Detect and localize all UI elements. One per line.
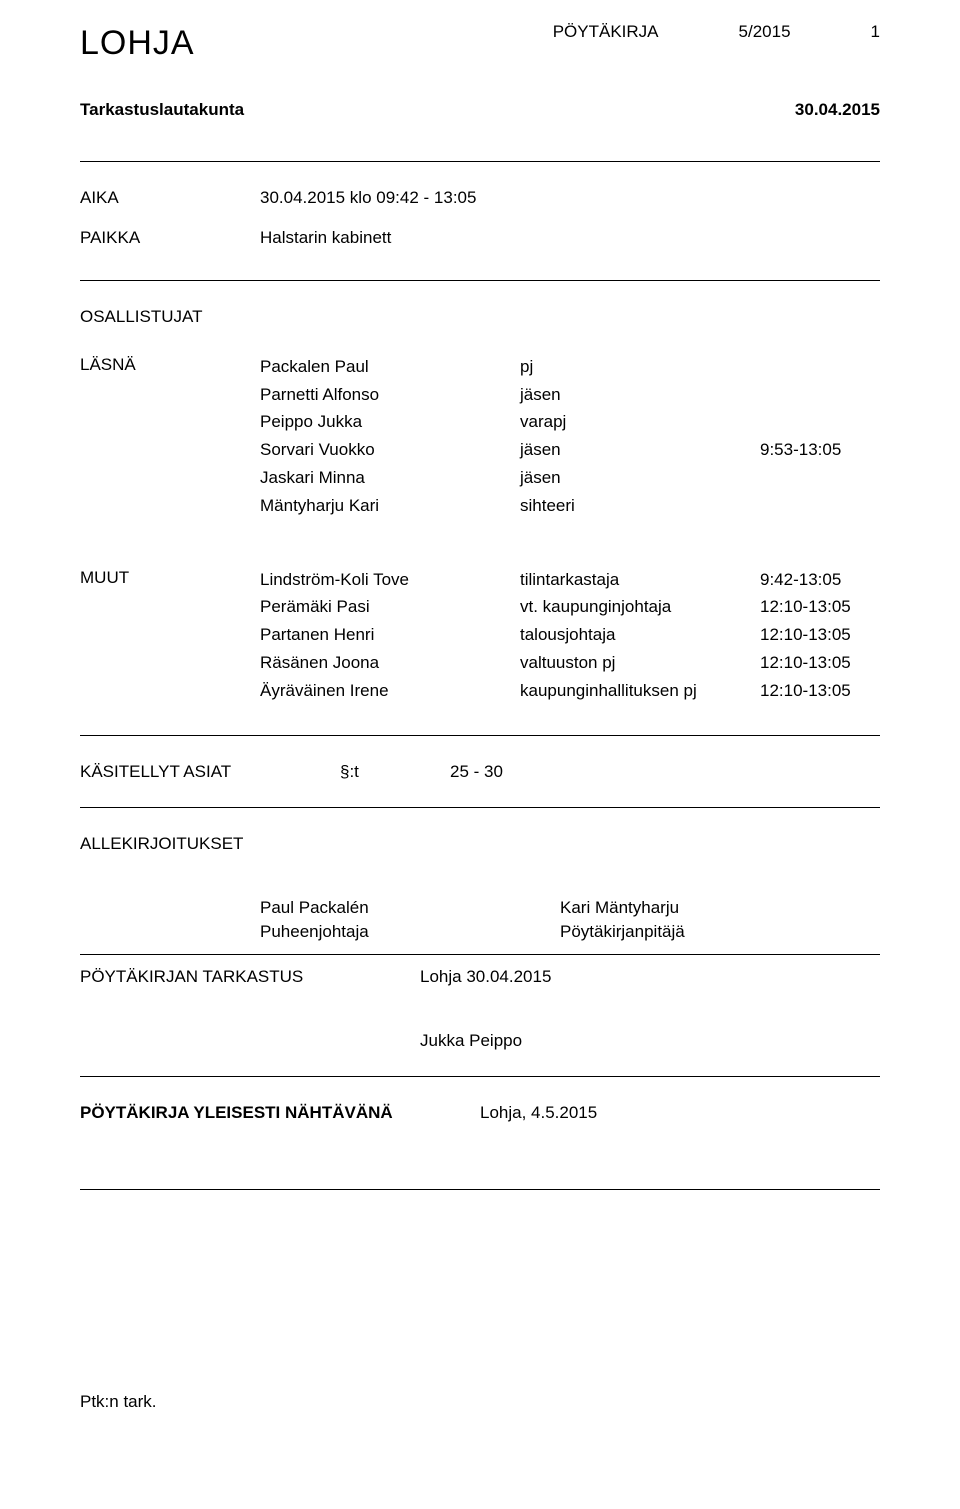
attendee-role: jäsen [520,381,760,409]
muut-table: Lindström-Koli Tove tilintarkastaja 9:42… [260,566,880,705]
kasitellyt-range: 25 - 30 [450,760,503,784]
lasna-table: Packalen Paul pj Parnetti Alfonso jäsen … [260,353,880,520]
attendee-row: Räsänen Joona valtuuston pj 12:10-13:05 [260,649,880,677]
attendee-name: Perämäki Pasi [260,593,520,621]
attendee-role: kaupunginhallituksen pj [520,677,760,705]
attendee-name: Partanen Henri [260,621,520,649]
attendee-row: Lindström-Koli Tove tilintarkastaja 9:42… [260,566,880,594]
signatures-row: Paul Packalén Puheenjohtaja Kari Mäntyha… [260,896,880,944]
attendee-role: talousjohtaja [520,621,760,649]
nahtavana-row: PÖYTÄKIRJA YLEISESTI NÄHTÄVÄNÄ Lohja, 4.… [80,1101,880,1125]
tarkastus-label: PÖYTÄKIRJAN TARKASTUS [80,965,420,989]
attendee-name: Parnetti Alfonso [260,381,520,409]
doc-header: LOHJA PÖYTÄKIRJA 5/2015 1 [80,20,880,68]
muut-label: MUUT [80,566,260,705]
paikka-row: PAIKKA Halstarin kabinett [80,226,880,250]
attendee-name: Äyräväinen Irene [260,677,520,705]
lasna-section: LÄSNÄ Packalen Paul pj Parnetti Alfonso … [80,353,880,520]
committee-row: Tarkastuslautakunta 30.04.2015 [80,98,880,122]
kasitellyt-label: KÄSITELLYT ASIAT [80,760,340,784]
attendee-time [760,464,880,492]
signature-left: Paul Packalén Puheenjohtaja [260,896,560,944]
doc-type: PÖYTÄKIRJA [553,20,659,68]
page-num: 1 [871,20,880,68]
attendee-role: tilintarkastaja [520,566,760,594]
attendee-row: Parnetti Alfonso jäsen [260,381,880,409]
nahtavana-label: PÖYTÄKIRJA YLEISESTI NÄHTÄVÄNÄ [80,1101,480,1125]
attendee-name: Räsänen Joona [260,649,520,677]
committee-name: Tarkastuslautakunta [80,98,244,122]
tarkastaja-name: Jukka Peippo [420,1029,880,1053]
attendee-time: 9:53-13:05 [760,436,880,464]
divider [80,1189,880,1190]
muut-section: MUUT Lindström-Koli Tove tilintarkastaja… [80,566,880,705]
attendee-time: 12:10-13:05 [760,677,880,705]
attendee-name: Lindström-Koli Tove [260,566,520,594]
doc-type-group: PÖYTÄKIRJA 5/2015 1 [553,20,880,68]
attendee-name: Sorvari Vuokko [260,436,520,464]
attendee-row: Sorvari Vuokko jäsen 9:53-13:05 [260,436,880,464]
signature-right: Kari Mäntyharju Pöytäkirjanpitäjä [560,896,860,944]
attendee-time [760,492,880,520]
meeting-date: 30.04.2015 [795,98,880,122]
attendee-name: Peippo Jukka [260,408,520,436]
attendee-time: 12:10-13:05 [760,593,880,621]
attendee-role: valtuuston pj [520,649,760,677]
attendee-time: 12:10-13:05 [760,649,880,677]
attendee-role: jäsen [520,464,760,492]
tarkastus-value: Lohja 30.04.2015 [420,965,551,989]
attendee-name: Packalen Paul [260,353,520,381]
osallistujat-label: OSALLISTUJAT [80,305,880,329]
signer-title: Pöytäkirjanpitäjä [560,920,860,944]
attendee-time [760,353,880,381]
attendee-role: pj [520,353,760,381]
attendee-role: jäsen [520,436,760,464]
attendee-row: Mäntyharju Kari sihteeri [260,492,880,520]
attendee-row: Packalen Paul pj [260,353,880,381]
aika-label: AIKA [80,186,260,210]
tarkastus-row: PÖYTÄKIRJAN TARKASTUS Lohja 30.04.2015 [80,965,880,989]
attendee-row: Äyräväinen Irene kaupunginhallituksen pj… [260,677,880,705]
aika-row: AIKA 30.04.2015 klo 09:42 - 13:05 [80,186,880,210]
attendee-row: Perämäki Pasi vt. kaupunginjohtaja 12:10… [260,593,880,621]
attendee-row: Partanen Henri talousjohtaja 12:10-13:05 [260,621,880,649]
attendee-row: Jaskari Minna jäsen [260,464,880,492]
paikka-value: Halstarin kabinett [260,226,880,250]
attendee-time: 9:42-13:05 [760,566,880,594]
lasna-label: LÄSNÄ [80,353,260,520]
attendee-row: Peippo Jukka varapj [260,408,880,436]
kasitellyt-row: KÄSITELLYT ASIAT §:t 25 - 30 [80,760,880,784]
signer-title: Puheenjohtaja [260,920,560,944]
signer-name: Kari Mäntyharju [560,896,860,920]
allekirjoitukset-label: ALLEKIRJOITUKSET [80,832,880,856]
attendee-time: 12:10-13:05 [760,621,880,649]
aika-value: 30.04.2015 klo 09:42 - 13:05 [260,186,880,210]
signer-name: Paul Packalén [260,896,560,920]
attendee-role: vt. kaupunginjohtaja [520,593,760,621]
attendee-role: sihteeri [520,492,760,520]
nahtavana-value: Lohja, 4.5.2015 [480,1101,597,1125]
org-name: LOHJA [80,20,195,68]
attendee-name: Jaskari Minna [260,464,520,492]
kasitellyt-symbol: §:t [340,760,450,784]
attendee-role: varapj [520,408,760,436]
attendee-time [760,381,880,409]
attendee-name: Mäntyharju Kari [260,492,520,520]
attendee-time [760,408,880,436]
footer-ptk: Ptk:n tark. [80,1390,880,1414]
paikka-label: PAIKKA [80,226,260,250]
doc-num: 5/2015 [739,20,791,68]
